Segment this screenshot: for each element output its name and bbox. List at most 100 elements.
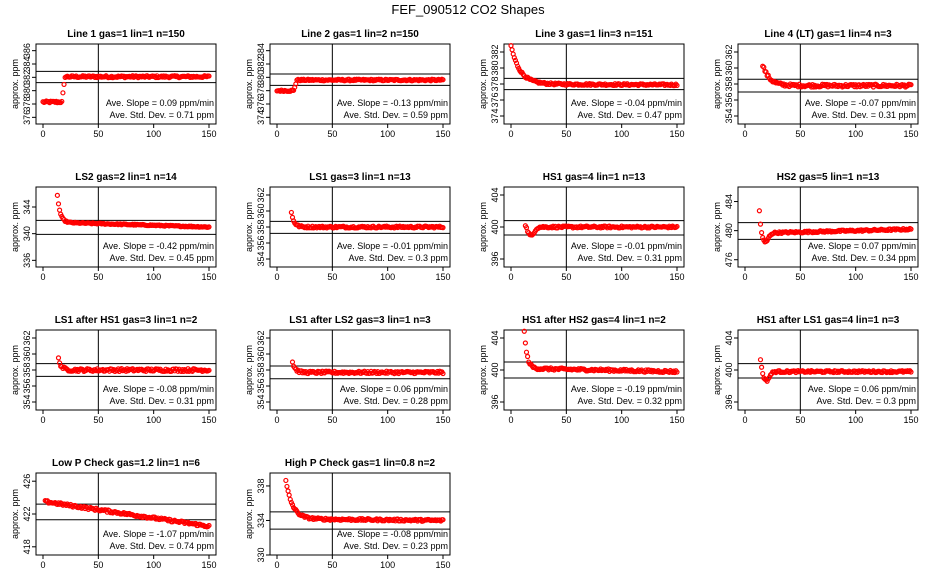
slope-label: Ave. Slope = -0.04 ppm/min	[571, 98, 682, 108]
x-tick-label: 150	[201, 272, 216, 282]
slope-label: Ave. Slope = 0.09 ppm/min	[106, 98, 214, 108]
panel-title: HS1 after LS1 gas=4 lin=1 n=3	[757, 315, 900, 326]
data-point	[543, 81, 550, 87]
y-tick-label: 422	[22, 506, 32, 521]
x-tick-label: 50	[93, 129, 103, 139]
y-tick-label: 382	[256, 56, 266, 71]
panel-title: HS1 gas=4 lin=1 n=13	[543, 172, 646, 183]
data-point	[674, 82, 680, 89]
y-tick-label: 418	[22, 539, 32, 554]
data-point	[286, 492, 292, 498]
y-tick-label: 344	[22, 199, 32, 214]
y-tick-label: 362	[256, 330, 266, 345]
data-point	[764, 378, 770, 384]
data-point	[316, 223, 322, 230]
y-tick-label: 378	[256, 83, 266, 98]
y-axis-label: approx. ppm	[10, 202, 20, 252]
x-tick-label: 150	[435, 129, 450, 139]
data-point	[511, 55, 517, 61]
x-tick-label: 150	[435, 415, 450, 425]
data-point	[521, 328, 527, 334]
std-dev-label: Ave. Std. Dev. = 0.31 ppm	[578, 253, 682, 263]
x-tick-label: 0	[274, 272, 279, 282]
data-point	[508, 43, 514, 49]
x-tick-label: 150	[201, 560, 216, 570]
x-tick-label: 0	[274, 129, 279, 139]
data-point	[60, 90, 66, 96]
y-tick-label: 362	[256, 187, 266, 202]
data-points	[40, 73, 212, 106]
data-points	[289, 359, 446, 377]
x-tick-label: 0	[508, 272, 513, 282]
y-axis-label: approx. ppm	[244, 59, 254, 109]
y-tick-label: 380	[22, 83, 32, 98]
x-tick-label: 50	[561, 415, 571, 425]
panel-title: Line 3 gas=1 lin=3 n=151	[535, 29, 653, 40]
data-points	[521, 328, 680, 376]
data-point	[284, 483, 290, 490]
data-point	[908, 369, 914, 375]
panel-title: High P Check gas=1 lin=0.8 n=2	[285, 458, 436, 469]
y-tick-label: 362	[724, 44, 734, 59]
slope-label: Ave. Slope = -0.01 ppm/min	[571, 241, 682, 251]
y-tick-label: 382	[490, 44, 500, 59]
y-tick-label: 354	[22, 394, 32, 409]
y-tick-label: 384	[22, 56, 32, 71]
panel-title: LS1 after LS2 gas=3 lin=1 n=3	[289, 315, 431, 326]
x-tick-label: 50	[327, 272, 337, 282]
slope-label: Ave. Slope = -1.07 ppm/min	[103, 529, 214, 539]
y-tick-label: 386	[22, 43, 32, 58]
panel-title: HS2 gas=5 lin=1 n=13	[777, 172, 880, 183]
data-point	[440, 517, 446, 523]
y-tick-label: 336	[22, 253, 32, 268]
data-point	[804, 369, 810, 375]
data-point	[289, 359, 296, 365]
data-point	[56, 207, 63, 213]
std-dev-label: Ave. Std. Dev. = 0.71 ppm	[110, 110, 214, 120]
y-tick-label: 360	[256, 346, 266, 361]
data-point	[54, 192, 60, 198]
data-point	[288, 209, 294, 216]
y-axis-label: approx. ppm	[712, 59, 722, 109]
data-point	[205, 523, 211, 530]
y-tick-label: 380	[256, 70, 266, 85]
data-point	[440, 77, 446, 83]
y-tick-label: 354	[256, 251, 266, 266]
data-point	[55, 355, 62, 361]
x-tick-label: 100	[614, 129, 629, 139]
panel-svg: HS1 after HS2 gas=4 lin=1 n=2 0 50 100 150 39…	[478, 315, 685, 425]
y-tick-label: 354	[256, 394, 266, 409]
y-axis-label: approx. ppm	[712, 202, 722, 252]
std-dev-label: Ave. Std. Dev. = 0.45 ppm	[110, 253, 214, 263]
x-tick-label: 100	[380, 560, 395, 570]
x-tick-label: 150	[201, 129, 216, 139]
panel-svg: LS2 gas=2 lin=1 n=14 0 50 100 150 336 340 344ap…	[10, 172, 217, 282]
data-point	[58, 99, 64, 106]
data-point	[283, 477, 289, 484]
data-point	[206, 522, 212, 529]
data-points	[760, 63, 914, 90]
data-point	[760, 63, 766, 69]
x-tick-label: 100	[848, 272, 863, 282]
panel-svg: Low P Check gas=1.2 lin=1 n=6 0 50 100 150 41…	[10, 458, 217, 570]
y-axis-label: approx. ppm	[244, 202, 254, 252]
y-axis-label: approx. ppm	[478, 345, 488, 395]
plot-frame	[35, 43, 217, 125]
x-tick-label: 0	[742, 272, 747, 282]
data-points	[283, 477, 446, 524]
y-tick-label: 356	[22, 378, 32, 393]
panel-svg: LS1 after LS2 gas=3 lin=1 n=3 0 50 100 150 35…	[244, 315, 451, 425]
data-points	[42, 497, 212, 530]
x-tick-label: 100	[146, 415, 161, 425]
x-tick-label: 50	[327, 415, 337, 425]
x-tick-label: 0	[40, 272, 45, 282]
data-point	[758, 230, 765, 236]
data-point	[61, 81, 67, 88]
y-tick-label: 360	[256, 203, 266, 218]
y-tick-label: 358	[22, 362, 32, 377]
figure-title: FEF_090512 CO2 Shapes	[391, 2, 545, 17]
y-axis-label: approx. ppm	[10, 345, 20, 395]
x-tick-label: 100	[848, 129, 863, 139]
y-tick-label: 362	[22, 330, 32, 345]
data-point	[289, 502, 296, 508]
